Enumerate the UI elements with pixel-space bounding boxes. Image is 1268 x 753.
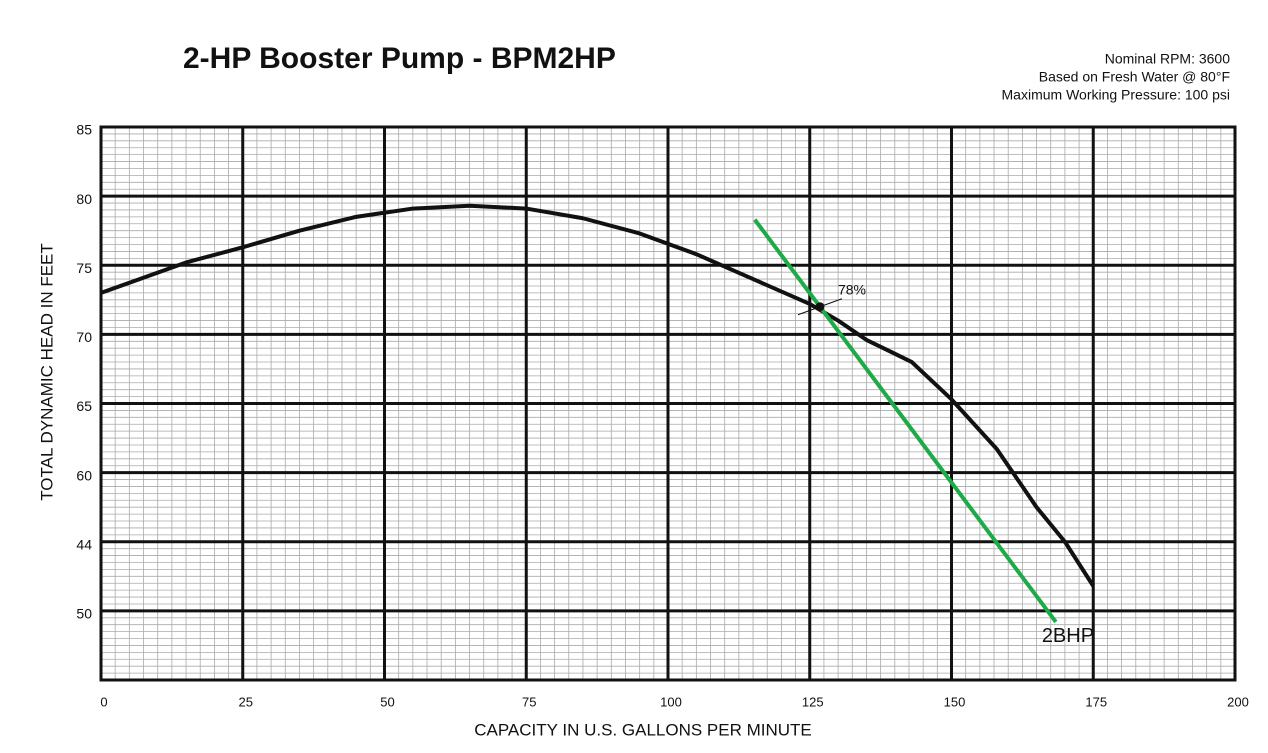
- annotation: 78%: [838, 281, 866, 297]
- note: Based on Fresh Water @ 80°F: [1039, 69, 1230, 85]
- chart-title: 2-HP Booster Pump - BPM2HP: [183, 42, 616, 75]
- y-tick-label: 50: [76, 606, 92, 622]
- y-tick-label: 80: [76, 191, 92, 207]
- y-tick-label: 70: [76, 329, 92, 345]
- x-tick-label: 150: [944, 694, 966, 709]
- plot-frame: [99, 125, 1237, 682]
- y-tick-label: 75: [76, 260, 92, 276]
- x-tick-label: 25: [239, 694, 253, 709]
- y-tick-label: 60: [76, 467, 92, 483]
- x-tick-label: 125: [802, 694, 824, 709]
- series-line: [753, 218, 1058, 624]
- series-label: 2BHP: [1042, 625, 1094, 647]
- series-line: [100, 203, 1095, 588]
- x-tick-label: 0: [100, 694, 107, 709]
- note: Nominal RPM: 3600: [1105, 51, 1230, 67]
- note: Maximum Working Pressure: 100 psi: [1002, 87, 1230, 103]
- x-tick-label: 50: [380, 694, 394, 709]
- x-axis-label: CAPACITY IN U.S. GALLONS PER MINUTE: [474, 720, 812, 739]
- x-tick-label: 175: [1085, 694, 1107, 709]
- y-tick-label: 65: [76, 398, 92, 414]
- x-tick-label: 200: [1227, 694, 1249, 709]
- y-tick-label: 44: [76, 536, 92, 552]
- x-tick-label: 75: [522, 694, 536, 709]
- y-tick-label: 85: [76, 122, 92, 138]
- annotation-point: [815, 302, 825, 312]
- y-axis-label: TOTAL DYNAMIC HEAD IN FEET: [37, 243, 56, 501]
- x-tick-label: 100: [660, 694, 682, 709]
